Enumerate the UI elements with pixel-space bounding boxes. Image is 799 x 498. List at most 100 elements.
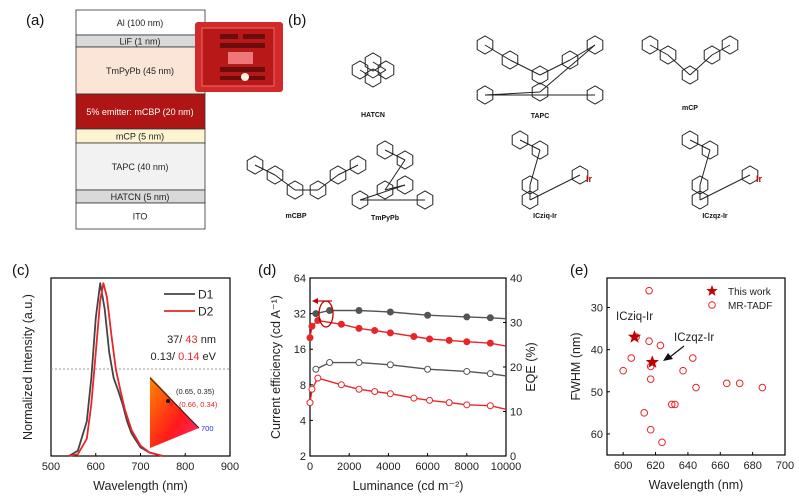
x-tick-label: 900 (221, 461, 239, 473)
legend-label: MR-TADF (728, 301, 772, 312)
series-2-point (326, 359, 334, 367)
x-tick-label: 2000 (337, 461, 361, 473)
bond (317, 174, 339, 191)
panel-e-label: (e) (570, 262, 588, 279)
mr-tadf-point (688, 354, 697, 362)
x-tick-label: 600 (614, 460, 632, 472)
mr-tadf-point (671, 400, 679, 409)
ring-icon (351, 190, 369, 210)
y-left-axis-label: Current efficiency (cd A⁻¹) (269, 295, 283, 439)
layer-label: LiF (1 nm) (119, 37, 160, 47)
series-2-point (355, 359, 363, 367)
legend-label: D1 (198, 288, 214, 302)
cie-inset: (0.65, 0.35) (0.66, 0.34) 700 (149, 376, 218, 448)
bond (384, 159, 406, 191)
molecule-label: ICzqz-Ir (702, 213, 728, 220)
x-tick-label: 640 (679, 460, 697, 472)
molecule-label: TAPC (531, 113, 550, 120)
series-3-point (486, 402, 494, 410)
y-tick-label: 60 (591, 429, 603, 441)
series-3-point (445, 399, 453, 407)
layer-3 (75, 93, 206, 130)
ring-icon (309, 180, 327, 200)
bond (274, 174, 296, 191)
ring-icon (681, 130, 699, 150)
ring-icon (476, 35, 494, 55)
molecule-label: ICziq-Ir (533, 213, 557, 220)
series-2-point (486, 370, 494, 378)
ring-icon (396, 150, 414, 170)
bond (569, 44, 596, 61)
fwhm-d1: 37/ (167, 334, 183, 346)
y-tick-label: 30 (591, 303, 603, 315)
molecule-label: TmPyPb (371, 215, 399, 222)
series-2-point (463, 367, 471, 375)
series-1-point (410, 332, 418, 340)
series-group-ellipse (318, 300, 334, 328)
bond (689, 139, 711, 151)
layer-label: 5% emitter: mCBP (20 nm) (86, 107, 193, 117)
panel-d-label: (d) (258, 262, 276, 279)
ring-icon (351, 60, 369, 80)
panel-c-el-spectra: (c) 500 600 700 800 900 Wavelength (nm) Normali… (12, 262, 239, 493)
point-label-icziq: ICziq-Ir (616, 311, 653, 323)
series-1-point (371, 327, 379, 335)
layer-label: HATCN (5 nm) (111, 192, 170, 202)
series-3-point (463, 401, 471, 409)
ring-icon (364, 52, 382, 72)
y-axis-label: Normalized Intensity (a.u.) (21, 294, 35, 440)
this-work-point (645, 355, 659, 368)
ring-icon (396, 175, 414, 195)
this-work-point (627, 330, 642, 343)
point-label-iczqz: ICzqz-Ir (674, 332, 714, 344)
series-1-point (486, 339, 494, 347)
x-tick-label: 8000 (455, 461, 479, 473)
series-1-point (463, 338, 471, 346)
y-left-tick-label: 8 (300, 380, 306, 392)
fwhm-d2: 43 (182, 334, 197, 346)
y-left-tick-label: 64 (294, 273, 306, 285)
bond (539, 44, 596, 93)
y-tick-label: 40 (591, 345, 603, 357)
panel-b-label: (b) (288, 12, 306, 29)
y-left-tick-label: 16 (294, 344, 306, 356)
x-tick-label: 4000 (376, 461, 400, 473)
y-left-tick-label: 4 (300, 415, 306, 427)
series-D2-line (68, 282, 164, 457)
molecule-label: mCBP (285, 213, 306, 220)
series-3-point (355, 385, 363, 393)
y-right-tick-label: 40 (510, 273, 522, 285)
bond (667, 54, 691, 76)
mr-tadf-point (679, 366, 687, 375)
y-right-tick-label: 30 (510, 318, 522, 330)
bond (529, 174, 581, 201)
legend-label: D2 (198, 305, 214, 319)
series-1-point (306, 334, 314, 342)
panel-a-device-stack: (a) Al (100 nm) LiF (1 nm) TmPyPb (45 nm) 5… (26, 9, 283, 230)
series-1-point (337, 320, 345, 328)
x-tick-label: 0 (307, 461, 313, 473)
series-2-point (386, 361, 394, 369)
series-1-point (308, 322, 316, 330)
series-1-point (355, 324, 363, 332)
energy-d1: 0.13/ (151, 351, 176, 363)
x-tick-label: 680 (743, 460, 761, 472)
ring-icon (416, 190, 434, 210)
series-1-point (426, 335, 434, 343)
x-tick-label: 620 (646, 460, 664, 472)
series-2-point (424, 365, 432, 373)
ring-icon (246, 155, 264, 175)
y-right-tick-label: 10 (510, 407, 522, 419)
layer-label: TAPC (40 nm) (112, 162, 169, 172)
panel-b-molecules: (b) Ir Ir HATCN TAPC mCP mCBP TmPyPb ICziq-Ir IC… (246, 12, 763, 222)
mr-tadf-point (658, 438, 666, 447)
series-0-line (315, 309, 507, 320)
series-1-point (386, 329, 394, 337)
ring-icon (586, 35, 604, 55)
ring-icon (531, 65, 549, 85)
bond (711, 44, 731, 56)
bond (649, 44, 669, 56)
mr-tadf-point (667, 400, 676, 409)
x-tick-label: 700 (131, 461, 149, 473)
